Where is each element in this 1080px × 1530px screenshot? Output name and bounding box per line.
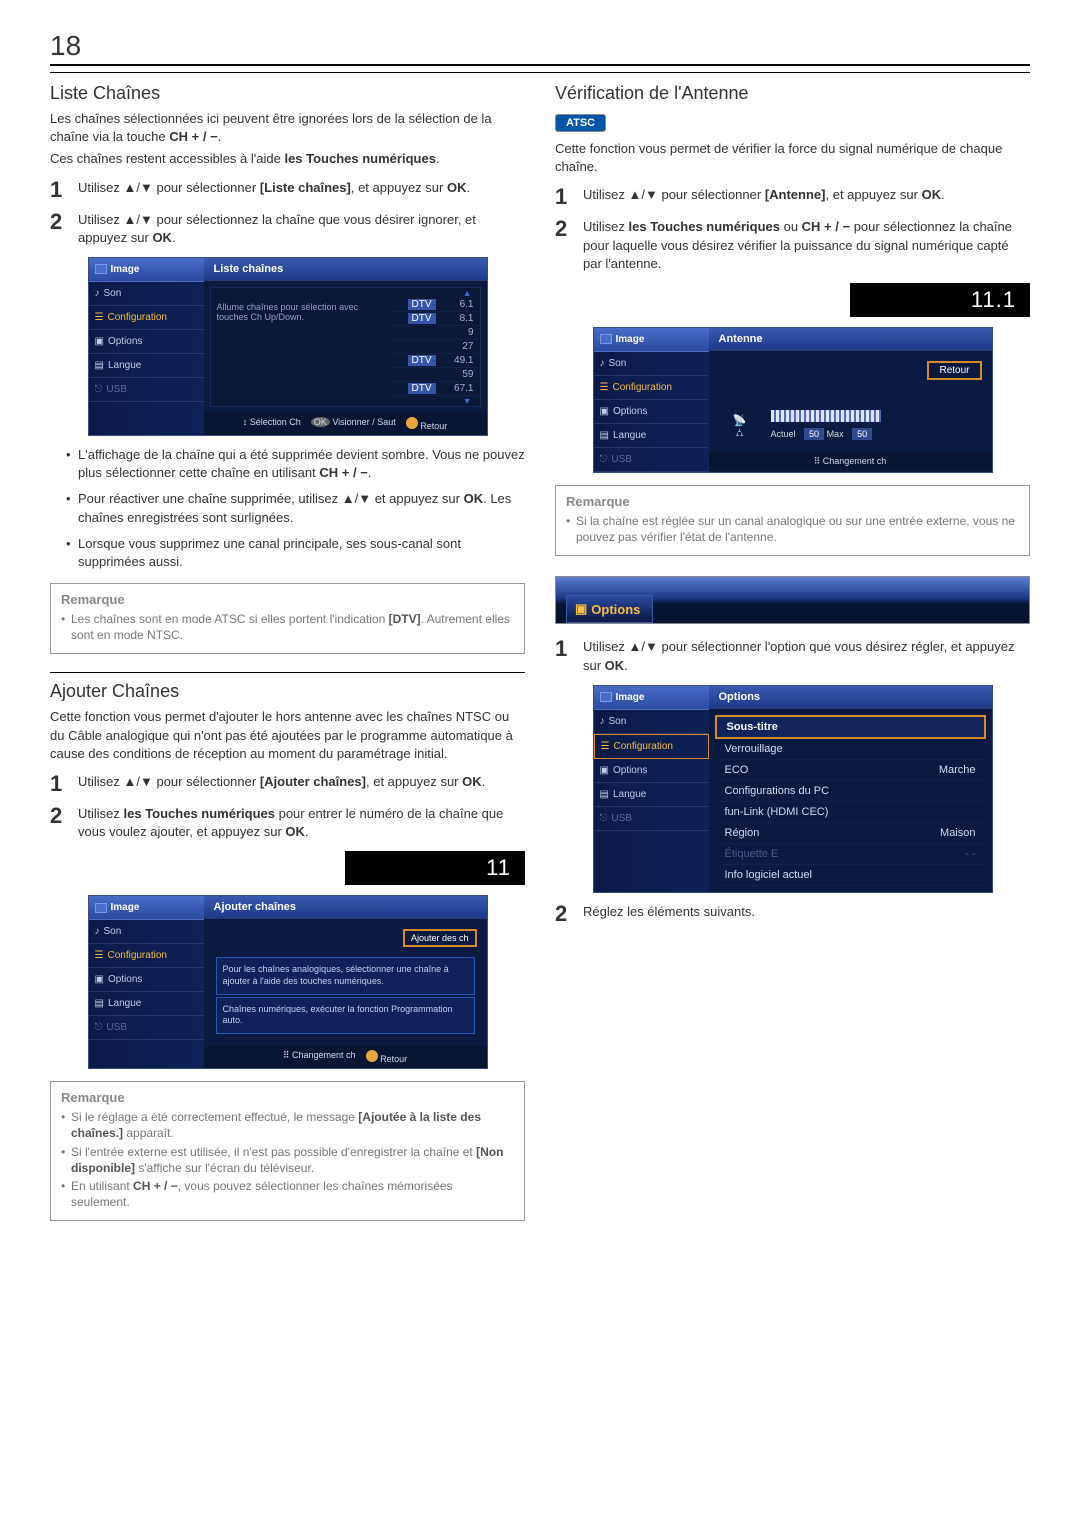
options-icon: ▣	[95, 336, 104, 347]
channel-row: DTV49.1	[390, 354, 480, 368]
opt-step1-text: Utilisez ▲/▼ pour sélectionner l'option …	[583, 638, 1030, 674]
option-row[interactable]: Étiquette E- -	[715, 844, 986, 865]
channel-display-11: 11	[345, 851, 525, 885]
lc-bullet-2: Pour réactiver une chaîne supprimée, uti…	[66, 490, 525, 526]
sound-icon: ♪	[95, 288, 100, 299]
liste-chaines-intro1: Les chaînes sélectionnées ici peuvent êt…	[50, 110, 525, 146]
verif-step1-text: Utilisez ▲/▼ pour sélectionner [Antenne]…	[583, 186, 1030, 204]
lc-bullet-1: L'affichage de la chaîne qui a été suppr…	[66, 446, 525, 482]
add-channel-button[interactable]: Ajouter des ch	[403, 929, 477, 947]
aj-step2-text: Utilisez les Touches numériques pour ent…	[78, 805, 525, 841]
tv-ajouter: Image ♪Son ☰Configuration ▣Options ▤Lang…	[88, 895, 488, 1069]
aj-step1-text: Utilisez ▲/▼ pour sélectionner [Ajouter …	[78, 773, 525, 791]
verif-step2-text: Utilisez les Touches numériques ou CH + …	[583, 218, 1030, 273]
verif-title: Vérification de l'Antenne	[555, 83, 1030, 104]
tv-hint: Allume chaînes pour sélection avec touch…	[211, 298, 390, 396]
option-row[interactable]: Info logiciel actuel	[715, 865, 986, 886]
tv-liste-chaines: Image ♪Son ☰Configuration ▣Options ▤Lang…	[88, 257, 488, 436]
add-hint-1: Pour les chaînes analogiques, sélectionn…	[216, 957, 475, 994]
atsc-badge: ATSC	[555, 114, 606, 132]
channel-row: 59	[390, 368, 480, 382]
tv-sidebar: Image ♪Son ☰Configuration ▣Options ▤Lang…	[89, 258, 204, 435]
option-row[interactable]: Configurations du PC	[715, 781, 986, 802]
tv-options: Image ♪Son ☰Configuration ▣Options ▤Lang…	[593, 685, 993, 893]
lc-step1: Utilisez ▲/▼ pour sélectionner [Liste ch…	[78, 179, 525, 197]
verif-note: Remarque Si la chaîne est réglée sur un …	[555, 485, 1030, 556]
options-header-bar: ▣Options	[555, 576, 1030, 624]
channel-row: DTV67.1	[390, 382, 480, 396]
page-number: 18	[50, 30, 1030, 66]
step-number-1: 1	[50, 179, 70, 201]
step-number-2: 2	[50, 211, 70, 233]
antenna-icon: 📡⛼	[715, 384, 765, 446]
option-row[interactable]: RégionMaison	[715, 823, 986, 844]
ajouter-note: Remarque Si le réglage a été correctemen…	[50, 1081, 525, 1221]
channel-row: 9	[390, 326, 480, 340]
verif-intro: Cette fonction vous permet de vérifier l…	[555, 140, 1030, 176]
config-icon: ☰	[95, 312, 104, 323]
signal-meter	[771, 410, 881, 422]
aj-step-2: 2	[50, 805, 70, 827]
channel-row: DTV6.1	[390, 298, 480, 312]
retour-button[interactable]: Retour	[927, 361, 981, 380]
opt-step-1: 1	[555, 638, 575, 660]
opt-step2-text: Réglez les éléments suivants.	[583, 903, 1030, 921]
usb-icon: ⎋	[95, 384, 103, 395]
tv-antenne: Image ♪Son ☰Configuration ▣Options ▤Lang…	[593, 327, 993, 473]
opt-step-2: 2	[555, 903, 575, 925]
options-tab-icon: ▣	[575, 601, 587, 617]
verif-step-2: 2	[555, 218, 575, 240]
langue-icon: ▤	[95, 360, 104, 371]
ajouter-title: Ajouter Chaînes	[50, 681, 525, 702]
option-row[interactable]: ECOMarche	[715, 760, 986, 781]
tv-panel-header: Liste chaînes	[204, 258, 487, 281]
meter-label: Actuel 50 Max 50	[771, 428, 980, 440]
liste-chaines-title: Liste Chaînes	[50, 83, 525, 104]
option-row[interactable]: fun-Link (HDMI CEC)	[715, 802, 986, 823]
channel-row: DTV8.1	[390, 312, 480, 326]
liste-chaines-intro2: Ces chaînes restent accessibles à l'aide…	[50, 150, 525, 168]
tv-footer: ↕ Sélection Ch OK Visionner / Saut Retou…	[204, 413, 487, 435]
aj-step-1: 1	[50, 773, 70, 795]
lc-bullet-3: Lorsque vous supprimez une canal princip…	[66, 535, 525, 571]
lc-note: Remarque Les chaînes sont en mode ATSC s…	[50, 583, 525, 654]
verif-step-1: 1	[555, 186, 575, 208]
option-row[interactable]: Verrouillage	[715, 739, 986, 760]
channel-row: 27	[390, 340, 480, 354]
image-icon	[95, 264, 107, 274]
option-row[interactable]: Sous-titre	[715, 715, 986, 739]
add-hint-2: Chaînes numériques, exécuter la fonction…	[216, 997, 475, 1034]
lc-step2: Utilisez ▲/▼ pour sélectionnez la chaîne…	[78, 211, 525, 247]
channel-display-111: 11.1	[850, 283, 1030, 317]
ajouter-intro: Cette fonction vous permet d'ajouter le …	[50, 708, 525, 763]
